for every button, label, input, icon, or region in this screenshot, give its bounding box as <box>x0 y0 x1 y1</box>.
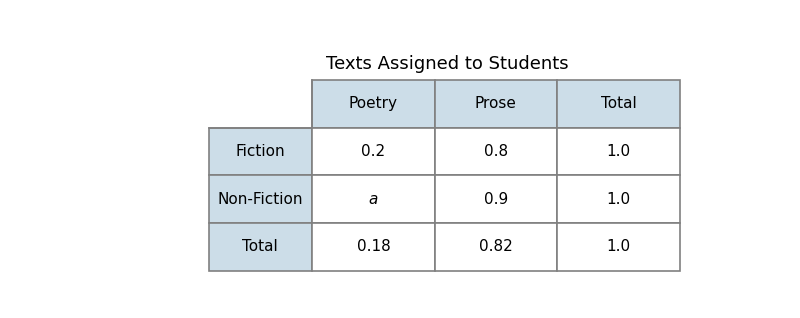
Bar <box>557 128 680 175</box>
Text: a: a <box>369 192 378 207</box>
Bar <box>557 175 680 223</box>
Bar <box>209 223 312 271</box>
Bar <box>557 223 680 271</box>
Bar <box>312 223 434 271</box>
Bar <box>434 223 557 271</box>
Text: 1.0: 1.0 <box>606 192 630 207</box>
Text: Total: Total <box>601 96 636 111</box>
Bar <box>557 80 680 128</box>
Bar <box>434 80 557 128</box>
Text: 1.0: 1.0 <box>606 144 630 159</box>
Bar <box>312 128 434 175</box>
Bar <box>434 223 557 271</box>
Text: 1.0: 1.0 <box>606 239 630 254</box>
Text: Prose: Prose <box>475 96 517 111</box>
Bar <box>209 128 312 175</box>
Text: 0.82: 0.82 <box>479 239 513 254</box>
Text: Fiction: Fiction <box>235 144 285 159</box>
Bar <box>557 175 680 223</box>
Text: Poetry: Poetry <box>349 96 398 111</box>
Bar <box>434 80 557 128</box>
Text: 0.18: 0.18 <box>357 239 390 254</box>
Text: 0.9: 0.9 <box>484 192 508 207</box>
Bar <box>434 128 557 175</box>
Bar <box>312 223 434 271</box>
Bar <box>312 80 434 128</box>
Bar <box>434 175 557 223</box>
Bar <box>209 223 312 271</box>
Bar <box>557 128 680 175</box>
Text: Total: Total <box>242 239 278 254</box>
Bar <box>312 175 434 223</box>
Bar <box>312 128 434 175</box>
Bar <box>434 175 557 223</box>
Bar <box>209 175 312 223</box>
Bar <box>209 80 312 128</box>
Bar <box>209 175 312 223</box>
Text: Non-Fiction: Non-Fiction <box>218 192 303 207</box>
Bar <box>434 128 557 175</box>
Text: Texts Assigned to Students: Texts Assigned to Students <box>326 55 569 73</box>
Bar <box>557 80 680 128</box>
Bar <box>312 175 434 223</box>
Text: 0.8: 0.8 <box>484 144 508 159</box>
Bar <box>557 223 680 271</box>
Bar <box>209 128 312 175</box>
Bar <box>312 80 434 128</box>
Text: 0.2: 0.2 <box>362 144 386 159</box>
